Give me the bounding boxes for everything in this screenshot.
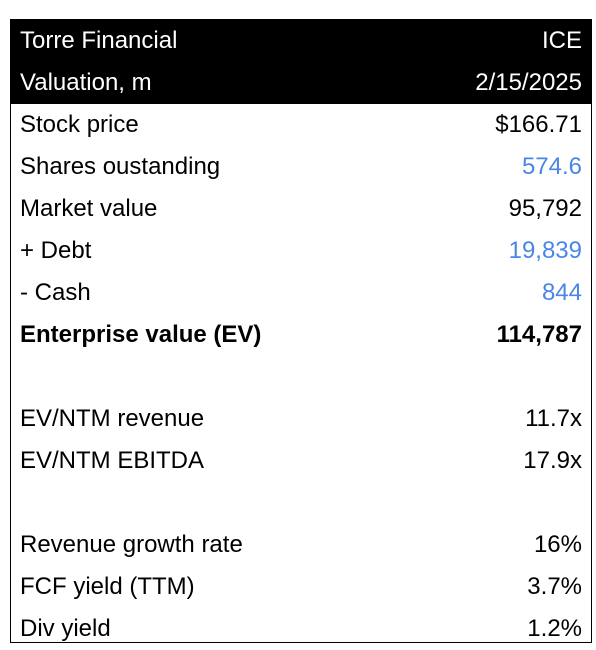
- row-label: Market value: [20, 195, 158, 222]
- row-ev-ntm-revenue: EV/NTM revenue 11.7x: [11, 398, 591, 440]
- ticker: ICE: [541, 27, 582, 54]
- row-label: Shares oustanding: [20, 153, 221, 180]
- row-value-input: 574.6: [521, 153, 582, 180]
- table-header: Torre Financial ICE Valuation, m 2/15/20…: [11, 20, 591, 104]
- row-label: - Cash: [20, 279, 91, 306]
- row-value: 3.7%: [527, 573, 582, 600]
- row-value: $166.71: [495, 111, 582, 138]
- header-row-valuation: Valuation, m 2/15/2025: [11, 62, 591, 104]
- row-revenue-growth: Revenue growth rate 16%: [11, 524, 591, 566]
- row-cash: - Cash 844: [11, 272, 591, 314]
- row-label: Div yield: [20, 615, 111, 642]
- row-value: 11.7x: [525, 405, 582, 432]
- blank-row: [11, 356, 591, 398]
- row-fcf-yield: FCF yield (TTM) 3.7%: [11, 566, 591, 608]
- row-market-value: Market value 95,792: [11, 188, 591, 230]
- blank-row: [11, 482, 591, 524]
- row-label: EV/NTM revenue: [20, 405, 205, 432]
- row-value-input: 19,839: [508, 237, 582, 264]
- row-label: EV/NTM EBITDA: [20, 447, 205, 474]
- valuation-table: Torre Financial ICE Valuation, m 2/15/20…: [10, 19, 592, 643]
- company-name: Torre Financial: [20, 27, 178, 54]
- row-label: Revenue growth rate: [20, 531, 243, 558]
- header-row-company: Torre Financial ICE: [11, 20, 591, 62]
- row-value-input: 844: [541, 279, 582, 306]
- row-value: 114,787: [496, 321, 582, 348]
- row-value: 17.9x: [523, 447, 582, 474]
- valuation-date: 2/15/2025: [475, 69, 582, 96]
- row-shares-outstanding: Shares oustanding 574.6: [11, 146, 591, 188]
- row-label: Enterprise value (EV): [20, 321, 262, 348]
- table-subtitle: Valuation, m: [20, 69, 152, 96]
- row-ev-ntm-ebitda: EV/NTM EBITDA 17.9x: [11, 440, 591, 482]
- row-value: 1.2%: [527, 615, 582, 642]
- row-label: Stock price: [20, 111, 139, 138]
- row-enterprise-value: Enterprise value (EV) 114,787: [11, 314, 591, 356]
- row-value: 16%: [533, 531, 582, 558]
- row-stock-price: Stock price $166.71: [11, 104, 591, 146]
- row-value: 95,792: [508, 195, 582, 222]
- row-label: FCF yield (TTM): [20, 573, 195, 600]
- row-div-yield: Div yield 1.2%: [11, 608, 591, 650]
- row-label: + Debt: [20, 237, 92, 264]
- row-debt: + Debt 19,839: [11, 230, 591, 272]
